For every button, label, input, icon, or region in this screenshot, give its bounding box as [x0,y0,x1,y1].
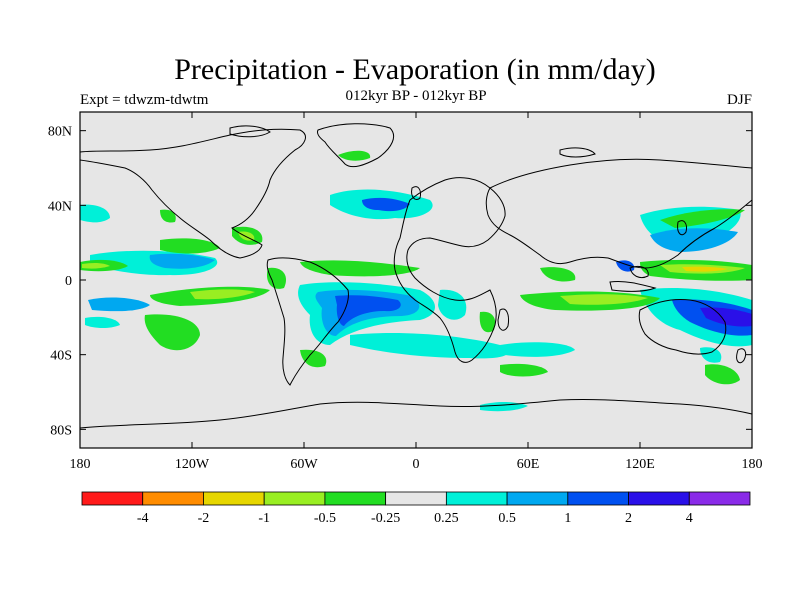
colorbar-swatch [324,491,387,506]
coastline-greenland [317,123,394,168]
coastline-asia [485,158,753,269]
x-tick-label: 180 [70,457,91,472]
colorbar-swatch [688,491,751,506]
colorbar-swatch [506,491,569,506]
coastlines-layer [79,123,753,429]
experiment-label: Expt = tdwzm-tdwtm [80,92,209,108]
anomaly-patch [540,267,576,282]
y-tick-label: 0 [65,274,72,289]
season-label: DJF [726,92,752,108]
colorbar-swatch [142,491,204,506]
anomaly-patch [144,314,200,351]
x-tick-label: 180 [742,457,763,472]
colorbar-label: 2 [625,511,632,526]
y-tick-label: 40S [50,349,72,364]
anomaly-patch [80,204,110,223]
map-background [80,112,752,448]
colorbar-swatch [445,491,508,506]
coastline-indonesia [609,281,657,292]
x-tick-label: 60W [290,457,318,472]
x-tick-label: 120W [175,457,210,472]
anomaly-patch [160,209,176,223]
coastline-madagascar [497,308,509,331]
axis-ticks [79,112,753,448]
coastline-japan [677,220,687,236]
anomaly-patch [560,294,648,305]
colorbar-swatch [81,491,144,506]
x-tick-label: 0 [413,457,420,472]
colorbar: -4 -2 -1 -0.5 -0.25 0.25 0.5 1 2 4 [81,491,751,526]
anomaly-patch [700,347,722,363]
anomaly-patch [160,238,220,254]
colorbar-label: -4 [137,511,149,526]
anomaly-patch [700,307,752,327]
colorbar-label: 4 [686,511,693,526]
anomaly-patch [335,295,401,326]
anomaly-patch [479,311,496,333]
coastline-arctic-islands [229,125,271,138]
coastline-new-zealand [736,348,747,364]
coastline-europe-africa [393,177,506,363]
anomaly-patch [300,260,420,277]
anomaly-patch [82,262,110,269]
anomaly-patch [705,364,740,385]
colorbar-label: 1 [564,511,571,526]
coastline-british-isles [411,186,421,201]
colorbar-swatch [567,491,629,506]
anomaly-patch [266,267,287,289]
colorbar-swatch [628,491,690,506]
chart-subtitle: 012kyr BP - 012kyr BP [345,88,487,104]
colorbar-label: 0.25 [434,511,459,526]
anomaly-patch [85,316,120,329]
coastline-borneo [629,265,649,279]
colorbar-label: -0.5 [314,511,336,526]
anomaly-patch [190,289,255,300]
coastline-arctic-islands [559,147,596,158]
colorbar-label: 0.5 [498,511,516,526]
colorbar-swatch [263,491,326,506]
colorbar-label: -2 [198,511,210,526]
colorbar-label: -1 [258,511,270,526]
colorbar-swatch [385,491,447,506]
anomaly-field-layer [80,150,752,412]
anomaly-patch [500,342,575,357]
axis-tick-labels: 180 120W 60W 0 60E 120E 180 80N 40N 0 40S 80S [48,125,763,472]
colorbar-label: -0.25 [371,511,400,526]
x-tick-label: 120E [625,457,655,472]
chart-title: Precipitation - Evaporation (in mm/day) [174,53,656,86]
anomaly-patch [616,260,635,272]
anomaly-patch [88,297,150,312]
colorbar-swatch [203,491,265,506]
anomaly-patch [350,333,509,359]
y-tick-label: 40N [48,199,72,214]
y-tick-label: 80N [48,125,72,140]
anomaly-patch [660,209,745,228]
coastline-australia [638,299,727,355]
anomaly-patch [500,363,548,377]
x-tick-label: 60E [517,457,540,472]
coastline-north-america [79,128,306,259]
anomaly-patch [362,197,410,212]
y-tick-label: 80S [50,423,72,438]
anomaly-patch [650,228,738,252]
anomaly-patch [149,253,215,269]
anomaly-patch [682,266,728,272]
coastline-antarctica [79,398,753,429]
coastline-south-america [266,257,349,386]
anomaly-patch [300,349,327,368]
anomaly-patch [338,150,371,161]
